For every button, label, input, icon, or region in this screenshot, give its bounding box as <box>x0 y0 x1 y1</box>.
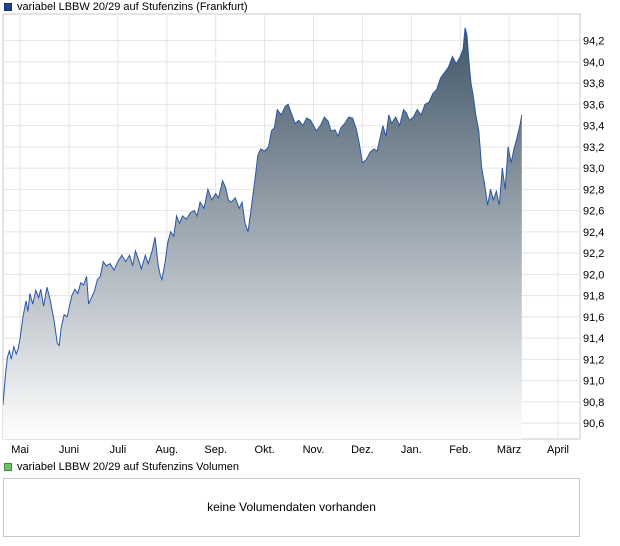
y-tick-label: 92,8 <box>583 184 604 196</box>
y-tick-label: 93,6 <box>583 99 604 111</box>
x-tick-label: Jan. <box>401 444 422 456</box>
x-tick-label: Nov. <box>303 444 325 456</box>
y-tick-label: 93,4 <box>583 121 604 133</box>
price-chart[interactable]: 94,2 94,0 93,8 93,6 93,4 93,2 93,0 92,8 92,6 92,4… <box>0 0 620 460</box>
x-tick-label: Juni <box>59 444 79 456</box>
x-axis-ticks: Mai Juni Juli Aug. Sep. Okt. Nov. Dez. Jan. Feb. M… <box>11 444 569 456</box>
y-tick-label: 94,2 <box>583 36 604 48</box>
x-tick-label: Okt. <box>255 444 275 456</box>
no-volume-data-message: keine Volumendaten vorhanden <box>207 500 376 514</box>
y-axis-ticks: 94,2 94,0 93,8 93,6 93,4 93,2 93,0 92,8 92,6 92,4… <box>583 36 604 431</box>
y-tick-label: 92,0 <box>583 269 604 281</box>
y-tick-label: 91,8 <box>583 291 604 303</box>
y-tick-label: 93,2 <box>583 142 604 154</box>
y-tick-label: 90,6 <box>583 418 604 430</box>
x-tick-label: Mai <box>11 444 29 456</box>
y-tick-label: 92,2 <box>583 248 604 260</box>
price-area <box>3 27 522 439</box>
y-tick-label: 94,0 <box>583 57 604 69</box>
volume-panel: keine Volumendaten vorhanden <box>3 478 580 537</box>
y-tick-label: 91,0 <box>583 376 604 388</box>
x-tick-label: April <box>547 444 569 456</box>
y-tick-label: 90,8 <box>583 397 604 409</box>
y-tick-label: 92,6 <box>583 206 604 218</box>
y-tick-label: 92,4 <box>583 227 604 239</box>
price-legend-swatch <box>4 3 12 11</box>
price-legend: variabel LBBW 20/29 auf Stufenzins (Fran… <box>4 0 248 14</box>
y-tick-label: 93,8 <box>583 78 604 90</box>
y-tick-label: 91,4 <box>583 333 604 345</box>
x-tick-label: Aug. <box>155 444 178 456</box>
y-tick-label: 91,2 <box>583 354 604 366</box>
x-tick-label: März <box>497 444 521 456</box>
x-tick-label: Dez. <box>351 444 374 456</box>
price-legend-label: variabel LBBW 20/29 auf Stufenzins (Fran… <box>17 1 248 13</box>
volume-legend-label: variabel LBBW 20/29 auf Stufenzins Volum… <box>17 461 239 473</box>
y-tick-label: 93,0 <box>583 163 604 175</box>
volume-legend: variabel LBBW 20/29 auf Stufenzins Volum… <box>4 460 239 474</box>
volume-legend-swatch <box>4 463 12 471</box>
x-tick-label: Feb. <box>449 444 471 456</box>
x-tick-label: Sep. <box>204 444 227 456</box>
x-tick-label: Juli <box>110 444 127 456</box>
y-tick-label: 91,6 <box>583 312 604 324</box>
price-line <box>3 27 523 406</box>
